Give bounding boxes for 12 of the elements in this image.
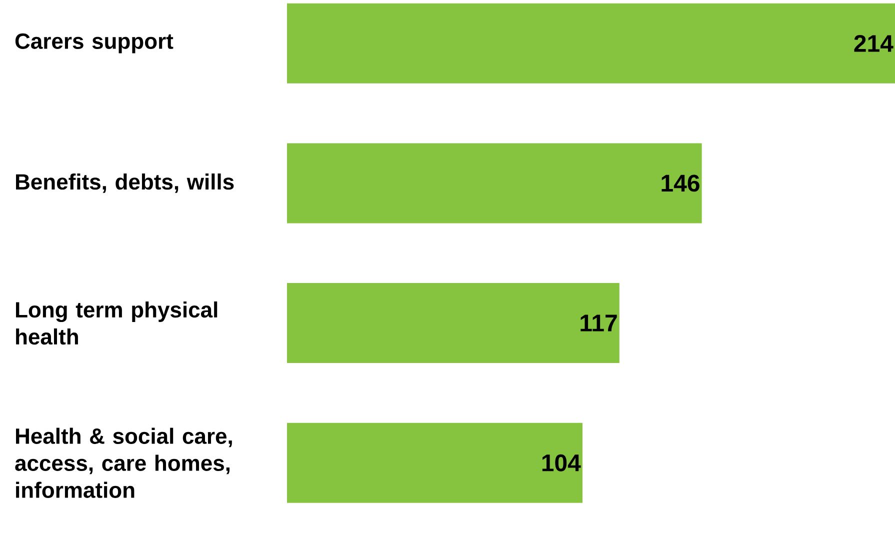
bar bbox=[287, 422, 582, 503]
data-label: 117 bbox=[580, 314, 617, 332]
bar bbox=[287, 143, 702, 224]
y-tick-label: Carers support bbox=[15, 33, 174, 54]
y-tick-label: Benefits, debts, wills bbox=[16, 174, 234, 193]
data-label: 104 bbox=[542, 454, 581, 472]
data-label: 214 bbox=[854, 34, 894, 52]
data-label: 146 bbox=[662, 174, 700, 192]
bar bbox=[287, 283, 620, 364]
y-tick-label: Long term physical health bbox=[16, 301, 218, 345]
y-tick-label: Health & social care, access, care homes, information bbox=[15, 428, 232, 498]
bar bbox=[287, 3, 895, 84]
